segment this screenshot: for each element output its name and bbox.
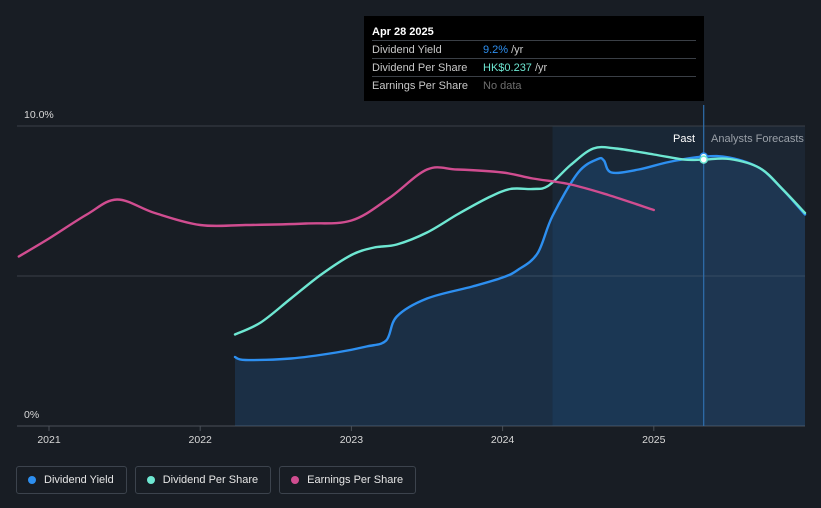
tooltip-date: Apr 28 2025 <box>372 26 434 38</box>
legend: Dividend Yield Dividend Per Share Earnin… <box>16 466 417 494</box>
tooltip-label: Dividend Per Share <box>372 61 468 74</box>
tooltip-value: No data <box>483 79 522 92</box>
tooltip-unit: /yr <box>534 61 548 74</box>
legend-label: Dividend Yield <box>44 474 114 486</box>
tooltip-value: 9.2% <box>483 43 509 56</box>
legend-item-earnings-per-share[interactable]: Earnings Per Share <box>279 466 417 494</box>
legend-dot-icon <box>28 476 36 484</box>
legend-dot-icon <box>291 476 300 484</box>
tooltip-unit: /yr <box>511 43 524 56</box>
tooltip-label: Earnings Per Share <box>372 79 468 92</box>
x-axis: 2021 2022 2023 2024 2025 <box>37 426 666 446</box>
earnings-per-share-line <box>17 166 655 258</box>
tooltip-label: Dividend Yield <box>372 43 442 56</box>
tooltip-row-dividend-yield: Dividend Yield 9.2% /yr <box>372 40 696 58</box>
legend-label: Dividend Per Share <box>162 474 259 486</box>
past-label: Past <box>673 133 695 145</box>
x-tick-label: 2024 <box>491 434 515 446</box>
dividend-per-share-marker <box>699 155 708 164</box>
marker-layer <box>699 152 708 164</box>
legend-item-dividend-yield[interactable]: Dividend Yield <box>16 466 127 494</box>
area-layer <box>235 156 805 426</box>
x-tick-label: 2021 <box>37 434 61 446</box>
x-tick-label: 2025 <box>642 434 666 446</box>
legend-item-dividend-per-share[interactable]: Dividend Per Share <box>134 466 272 494</box>
tooltip-row-dividend-per-share: Dividend Per Share HK$0.237 /yr <box>372 58 696 76</box>
legend-label: Earnings Per Share <box>307 474 404 486</box>
dividend-yield-area <box>235 156 805 426</box>
forecast-label: Analysts Forecasts <box>711 133 804 145</box>
x-tick-label: 2023 <box>340 434 364 446</box>
tooltip-row-earnings-per-share: Earnings Per Share No data <box>372 76 696 94</box>
tooltip-value: HK$0.237 <box>483 61 532 74</box>
grid <box>17 125 805 427</box>
y-tick-bottom: 0% <box>24 409 39 421</box>
legend-dot-icon <box>146 476 155 484</box>
tooltip: Apr 28 2025 Dividend Yield 9.2% /yr Divi… <box>364 16 704 101</box>
x-tick-label: 2022 <box>189 434 213 446</box>
dividend-per-share-line <box>233 145 807 336</box>
y-tick-top: 10.0% <box>24 109 54 121</box>
